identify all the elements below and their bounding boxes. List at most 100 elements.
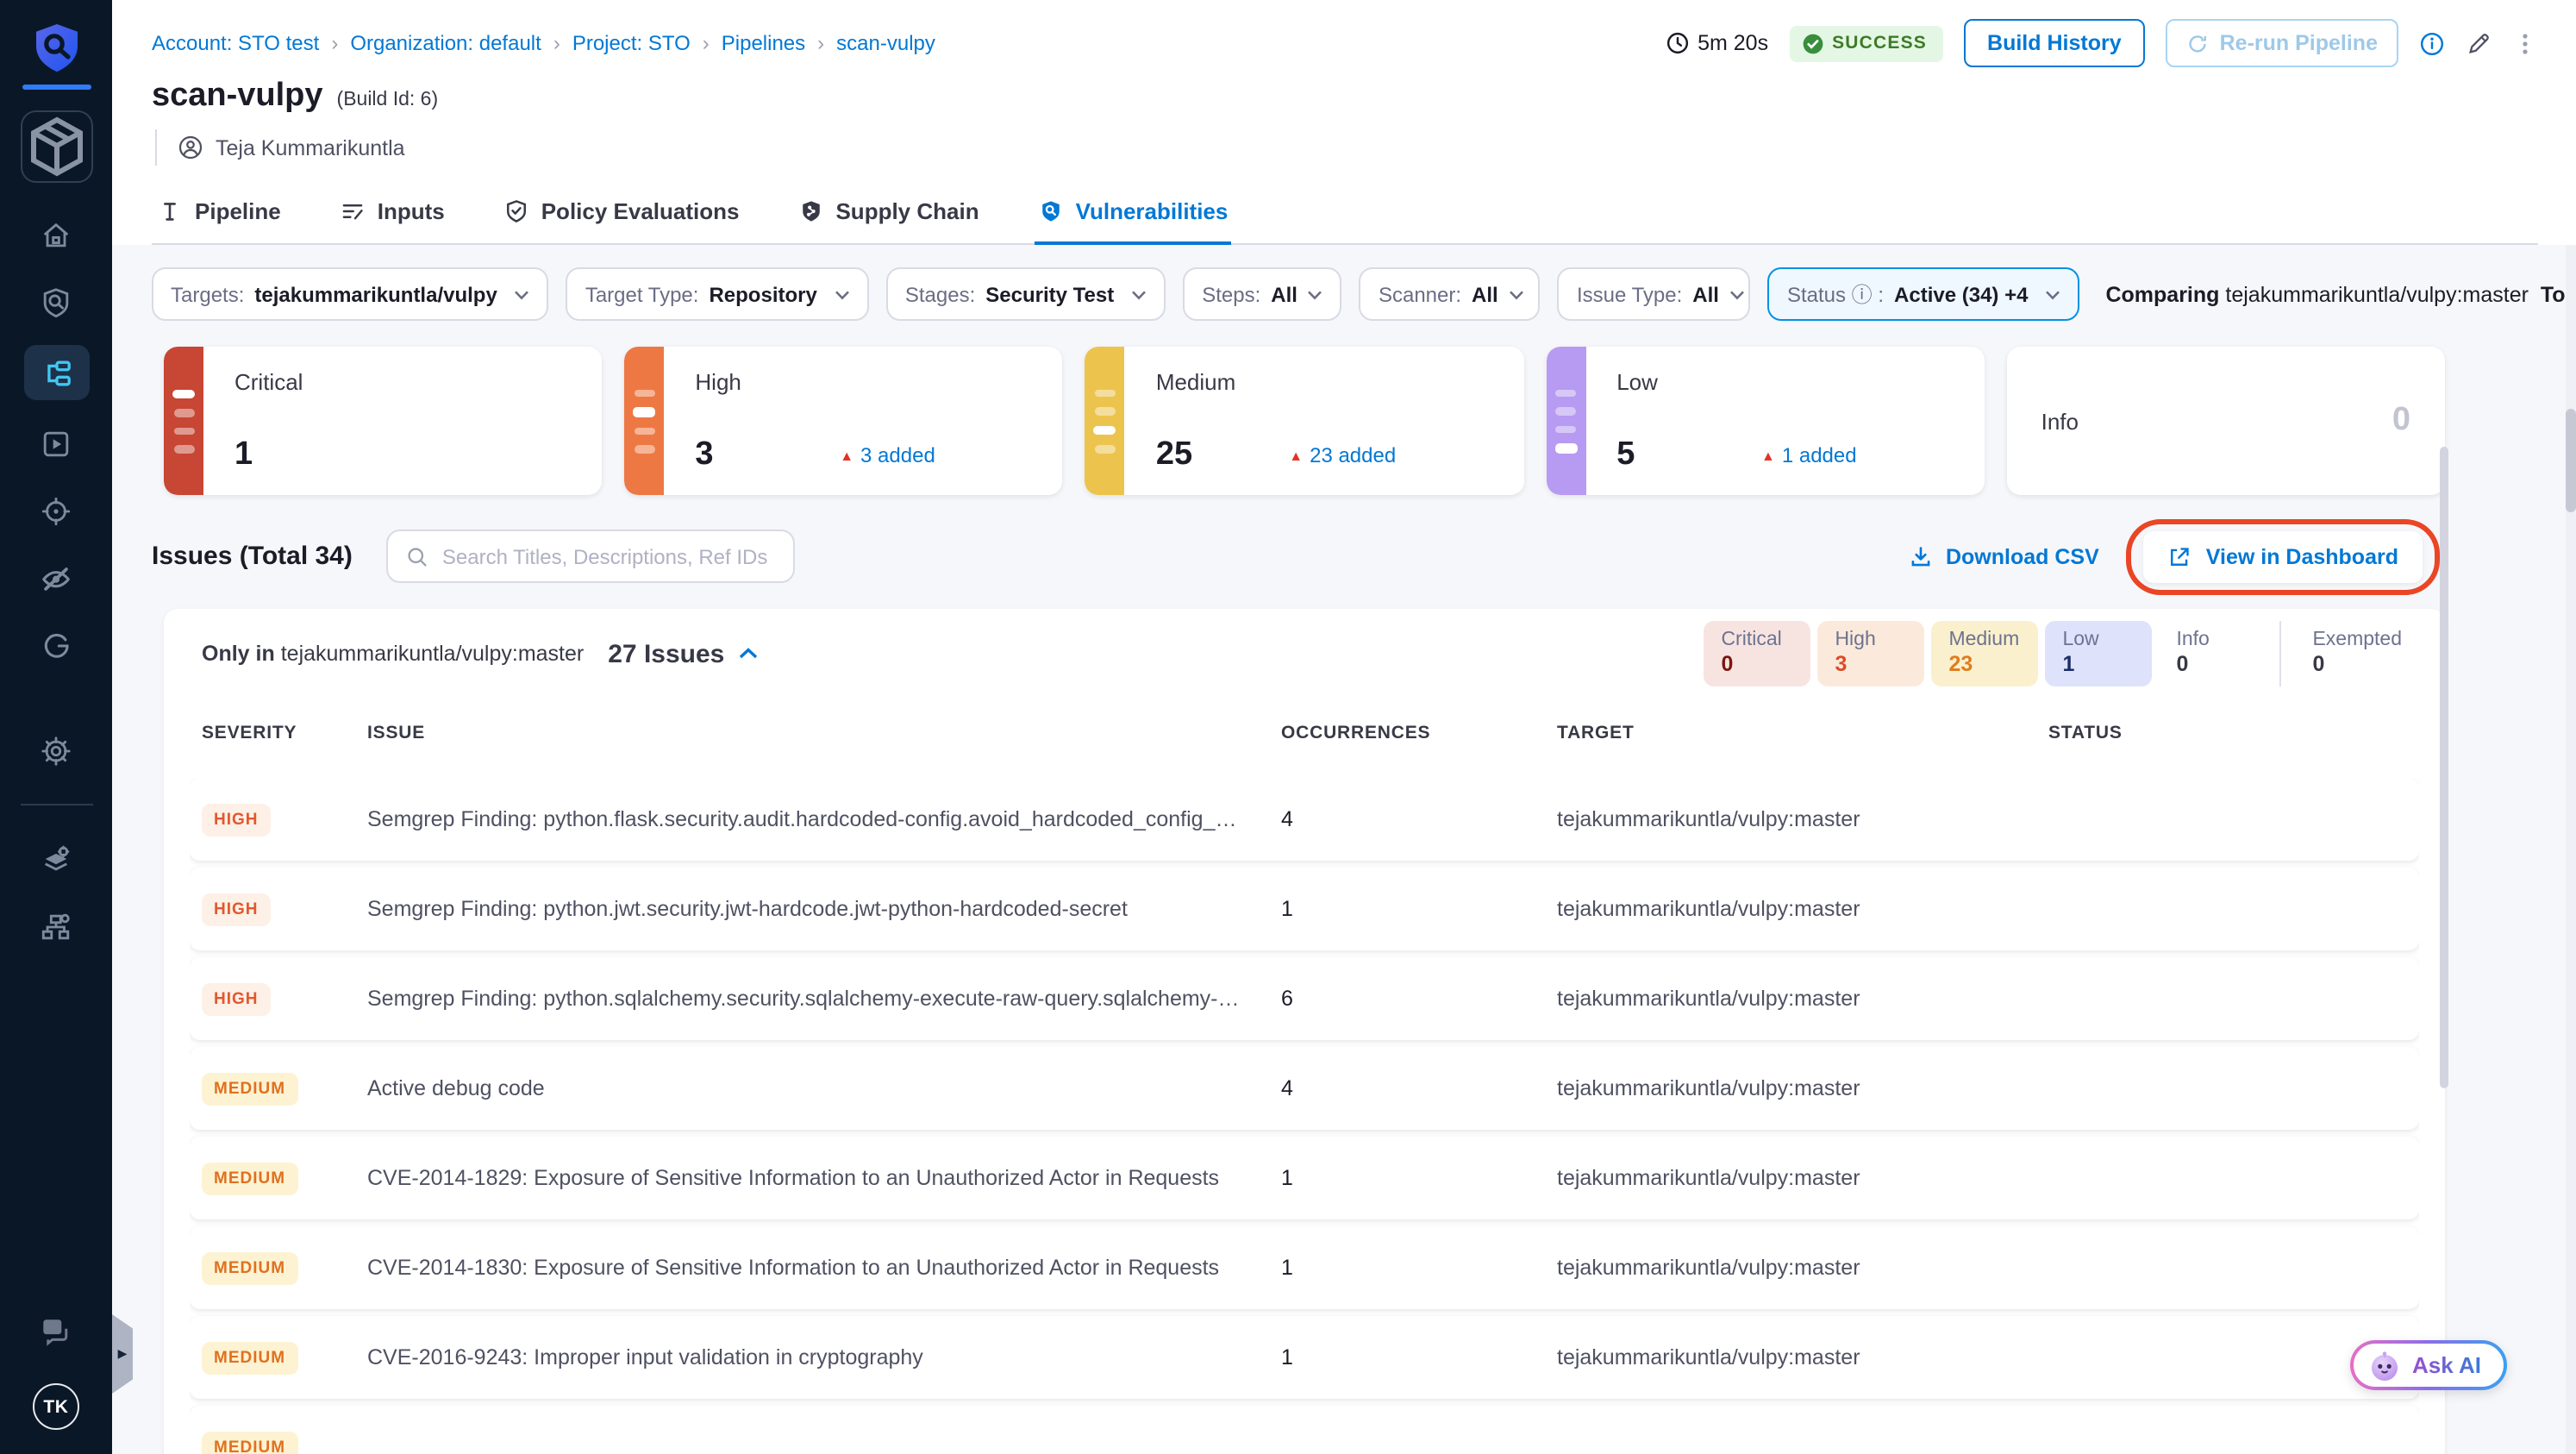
breadcrumb-separator: ›: [331, 31, 339, 55]
table-row-partial[interactable]: MEDIUM: [190, 1406, 2419, 1454]
build-history-button[interactable]: Build History: [1963, 19, 2146, 67]
info-icon: [2420, 31, 2444, 55]
gauge-icon: [44, 632, 69, 657]
vulnerabilities-shield-icon: [1041, 201, 1060, 222]
tab-pipeline[interactable]: Pipeline: [153, 183, 284, 245]
clock-icon: [1666, 32, 1688, 54]
person-icon: [178, 135, 203, 160]
severity-bar: [164, 347, 203, 495]
rerun-pipeline-button[interactable]: Re-run Pipeline: [2166, 19, 2398, 67]
severity-card-low[interactable]: Low 5 ▲ 1 added: [1546, 347, 1985, 495]
filter-targets[interactable]: Targets: tejakummarikuntla/vulpy: [152, 267, 549, 321]
ask-ai-button[interactable]: Ask AI: [2350, 1340, 2507, 1390]
list-scrollbar-thumb[interactable]: [2440, 447, 2448, 1088]
chevron-down-icon: [1509, 289, 1524, 299]
table-row[interactable]: MEDIUM Active debug code 4 tejakummariku…: [190, 1047, 2419, 1130]
search-icon: [409, 547, 428, 566]
breadcrumb-project[interactable]: Project: STO: [572, 31, 691, 55]
comparing-label: Comparing tejakummarikuntla/vulpy:master…: [2105, 282, 2576, 306]
sidebar-item-exemptions[interactable]: [23, 554, 89, 602]
tab-vulnerabilities[interactable]: Vulnerabilities: [1034, 183, 1232, 245]
filter-steps[interactable]: Steps: All: [1183, 267, 1342, 321]
severity-card-info[interactable]: Info 0: [2006, 347, 2446, 495]
column-target: TARGET: [1557, 723, 1635, 743]
only-in-label: Only in tejakummarikuntla/vulpy:master: [202, 642, 585, 666]
sidebar-item-overview[interactable]: [23, 278, 89, 326]
table-row[interactable]: MEDIUM CVE-2014-1829: Exposure of Sensit…: [190, 1137, 2419, 1219]
view-in-dashboard-button[interactable]: View in Dashboard: [2143, 530, 2423, 582]
sidebar-item-settings[interactable]: [23, 726, 89, 774]
issues-toolbar: Issues (Total 34) Download CSV View in D…: [152, 518, 2440, 594]
severity-badge: MEDIUM: [202, 1342, 298, 1375]
collapse-caret-icon[interactable]: [738, 647, 759, 661]
download-csv-button[interactable]: Download CSV: [1910, 544, 2099, 568]
search-input[interactable]: [441, 544, 777, 568]
sidebar-item-pipelines[interactable]: [23, 345, 89, 400]
execution-duration: 5m 20s: [1665, 31, 1768, 55]
chip-divider: [2279, 621, 2282, 686]
sidebar-item-home[interactable]: [23, 210, 89, 259]
executions-icon: [43, 430, 69, 456]
sto-module-logo-icon: [32, 22, 80, 74]
sidebar-item-default-settings[interactable]: [23, 835, 89, 883]
pipeline-tab-icon: [164, 203, 176, 221]
severity-card-medium[interactable]: Medium 25 ▲ 23 added: [1085, 347, 1524, 495]
sidebar-item-executions[interactable]: [23, 419, 89, 467]
chip-critical: Critical 0: [1704, 621, 1811, 686]
info-button[interactable]: [2419, 30, 2445, 56]
table-row[interactable]: HIGH Semgrep Finding: python.flask.secur…: [190, 778, 2419, 861]
tab-supply-chain[interactable]: Supply Chain: [794, 183, 982, 245]
help-chat-button[interactable]: ?: [38, 1314, 74, 1359]
org-gear-icon: [41, 912, 70, 939]
sidebar-expand-handle[interactable]: ▶: [112, 1314, 133, 1394]
filter-scanner[interactable]: Scanner: All: [1359, 267, 1541, 321]
severity-card-critical[interactable]: Critical 1 ▲: [164, 347, 603, 495]
table-header: SEVERITY ISSUE OCCURRENCES TARGET STATUS: [190, 699, 2419, 764]
sidebar-item-governance[interactable]: [23, 902, 89, 950]
column-status: STATUS: [2048, 723, 2123, 743]
issues-search[interactable]: [386, 530, 796, 583]
tab-policy-evaluations[interactable]: Policy Evaluations: [500, 183, 743, 245]
chevron-down-icon: [1308, 289, 1323, 299]
breadcrumb-separator: ›: [702, 31, 710, 55]
filter-status[interactable]: Status ⓘ : Active (34) +4: [1767, 267, 2080, 321]
sidebar-item-targets[interactable]: [23, 486, 89, 535]
gear-icon: [41, 736, 71, 765]
window-scrollbar-track[interactable]: [2566, 245, 2576, 1454]
severity-card-high[interactable]: High 3 ▲ 3 added: [624, 347, 1063, 495]
table-row[interactable]: MEDIUM CVE-2014-1830: Exposure of Sensit…: [190, 1226, 2419, 1309]
filter-issue-type[interactable]: Issue Type: All: [1557, 267, 1751, 321]
eye-off-icon: [41, 567, 71, 590]
breadcrumb-org[interactable]: Organization: default: [350, 31, 541, 55]
filter-target-type[interactable]: Target Type: Repository: [566, 267, 869, 321]
table-row[interactable]: MEDIUM CVE-2016-9243: Improper input val…: [190, 1316, 2419, 1399]
table-row[interactable]: HIGH Semgrep Finding: python.jwt.securit…: [190, 868, 2419, 950]
page-header: Account: STO test › Organization: default…: [112, 0, 2576, 245]
table-row[interactable]: HIGH Semgrep Finding: python.sqlalchemy.…: [190, 957, 2419, 1040]
breadcrumb-separator: ›: [817, 31, 825, 55]
module-selector-button[interactable]: [20, 110, 92, 183]
breadcrumb: Account: STO test › Organization: default…: [152, 31, 935, 55]
window-scrollbar-thumb[interactable]: [2566, 409, 2576, 512]
edit-pipeline-button[interactable]: [2466, 30, 2492, 56]
tab-inputs[interactable]: Inputs: [336, 183, 448, 245]
breadcrumb-account[interactable]: Account: STO test: [152, 31, 320, 55]
issues-group-header[interactable]: Only in tejakummarikuntla/vulpy:master 2…: [190, 609, 2419, 699]
severity-badge: HIGH: [202, 804, 271, 837]
severity-chips: Critical 0 High 3 Medium 23 Low 1 Info 0 Exem…: [1704, 621, 2419, 686]
user-avatar[interactable]: TK: [33, 1383, 79, 1430]
policy-shield-icon: [506, 200, 526, 222]
filter-stages[interactable]: Stages: Security Test: [885, 267, 1166, 321]
sidebar-bottom: ? TK: [33, 1314, 79, 1454]
breadcrumb-pipelines[interactable]: Pipelines: [721, 31, 806, 55]
severity-badge: HIGH: [202, 983, 271, 1016]
triangle-up-icon: ▲: [840, 448, 854, 463]
breadcrumb-current[interactable]: scan-vulpy: [836, 31, 935, 55]
chip-exempted: Exempted 0: [2312, 630, 2402, 676]
more-options-button[interactable]: [2512, 30, 2538, 56]
download-icon: [1912, 546, 1931, 566]
status-badge: SUCCESS: [1789, 25, 1943, 61]
column-issue: ISSUE: [367, 723, 426, 743]
sidebar-item-getting-started[interactable]: [23, 621, 89, 669]
